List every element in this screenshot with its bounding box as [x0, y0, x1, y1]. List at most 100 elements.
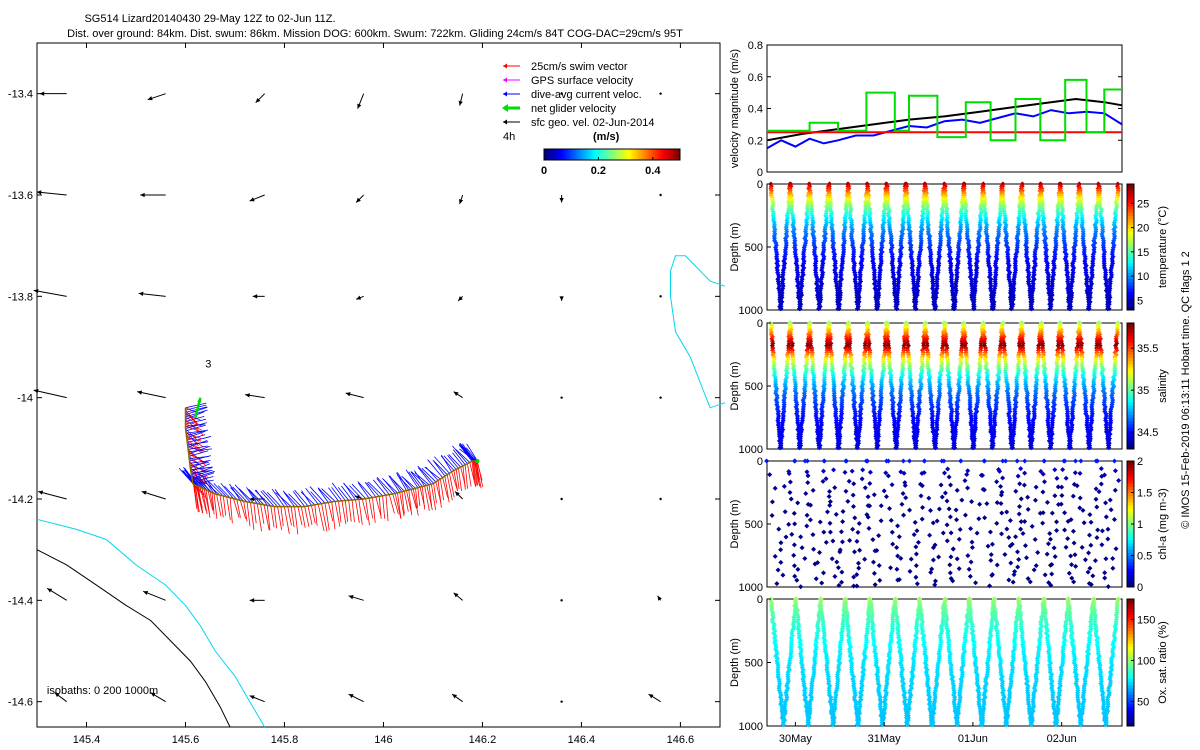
track-end-marker — [475, 459, 480, 463]
current-dot — [659, 193, 662, 197]
swim-vector — [417, 487, 421, 506]
temperature-colorbar-swatch — [1127, 269, 1134, 273]
current-vector — [189, 455, 212, 462]
current-arrow-head — [559, 296, 564, 301]
current-vector — [410, 471, 428, 486]
current-arrow-head — [54, 692, 60, 698]
swim-vector — [477, 460, 484, 488]
current-vector — [331, 482, 346, 501]
colorbar-swatch — [616, 149, 620, 160]
legend-sfc-geo-vel-label: sfc geo. vel. 02-Jun-2014 — [531, 117, 655, 129]
salinity-colorbar-swatch — [1127, 348, 1134, 352]
current-vector — [232, 486, 248, 503]
current-vector — [376, 476, 394, 495]
map-panel: 145.4 145.6 145.8 146 146.2 146.4 146.6 -13.4-… — [8, 42, 726, 746]
current-arrow-head — [453, 391, 459, 396]
temperature-colorbar-swatch — [1127, 206, 1134, 210]
salinity-colorbar-swatch — [1127, 351, 1134, 355]
current-vector — [343, 483, 360, 500]
swim-vector — [473, 460, 478, 486]
salinity-point — [778, 445, 784, 451]
current-vector — [466, 447, 478, 462]
colorbar-swatch — [664, 149, 667, 160]
temperature-colorbar-tick-label: 25 — [1137, 198, 1149, 210]
temperature-colorbar-swatch — [1127, 199, 1134, 204]
temperature-point — [1106, 306, 1112, 312]
colorbar-swatch — [614, 149, 618, 160]
temperature-colorbar-swatch — [1127, 202, 1134, 207]
current-vector — [186, 430, 206, 439]
current-vector — [178, 467, 194, 485]
current-arrow-head — [36, 190, 42, 195]
current-arrow — [458, 194, 464, 205]
current-dot — [560, 396, 563, 399]
current-vector — [275, 492, 292, 507]
colorbar-swatch — [609, 149, 613, 160]
legend-dive-avg-current: dive-avg current veloc. — [503, 89, 642, 101]
current-arrow — [453, 391, 463, 399]
current-vector — [317, 488, 329, 503]
map-y-tick-label: -14 — [17, 393, 33, 405]
map-x-tick-label: 145.6 — [172, 734, 200, 746]
temperature-point — [971, 306, 977, 312]
current-vector — [185, 422, 207, 429]
colorbar-swatch — [643, 149, 647, 160]
colorbar-swatch — [546, 149, 550, 160]
current-arrow-head — [453, 592, 459, 598]
map-colorbar: 4h (m/s) 0 0.2 0.4 — [503, 131, 681, 177]
swim-vector — [253, 503, 257, 524]
temperature-point — [1047, 306, 1053, 312]
salinity-colorbar-swatch — [1127, 323, 1134, 327]
colorbar-swatch — [605, 149, 608, 160]
current-arrow — [38, 490, 67, 500]
swim-vector — [472, 460, 477, 487]
temperature-colorbar-swatch — [1127, 284, 1134, 289]
current-vector — [186, 434, 206, 441]
colorbar-swatch — [575, 149, 579, 160]
current-vector — [418, 467, 432, 485]
current-vector — [328, 487, 339, 502]
current-vector — [434, 456, 450, 474]
current-vector — [440, 455, 455, 471]
temperature-colorbar-swatch — [1127, 306, 1134, 311]
current-arrow — [138, 291, 166, 297]
swim-vector — [201, 488, 208, 515]
swim-vector — [455, 469, 460, 490]
salinity-colorbar-swatch — [1127, 408, 1134, 412]
current-arrow — [255, 93, 266, 104]
current-vector — [448, 454, 462, 468]
colorbar-swatch — [571, 149, 574, 160]
current-arrow — [457, 295, 463, 302]
current-arrow — [140, 192, 166, 198]
map-isobaths — [36, 255, 726, 728]
current-vector — [405, 469, 419, 488]
swim-vector — [300, 506, 306, 528]
current-vector — [188, 445, 208, 450]
swim-vector — [334, 501, 341, 527]
current-arrow — [559, 296, 564, 301]
colorbar-swatch — [562, 149, 565, 160]
colorbar-swatch — [596, 149, 599, 160]
swim-vector — [475, 460, 480, 480]
swim-vector — [358, 499, 363, 525]
current-arrow-head — [452, 694, 458, 699]
temperature-colorbar-swatch — [1127, 234, 1134, 239]
current-vector — [443, 455, 457, 470]
current-arrow-head — [348, 595, 354, 600]
current-arrow-shaft — [33, 289, 67, 297]
swim-vector — [449, 473, 455, 498]
salinity-colorbar-swatch — [1127, 401, 1134, 406]
map-y-tick-label: -14.4 — [8, 595, 33, 607]
colorbar-tick-label: 0.2 — [591, 165, 606, 177]
swim-vector — [287, 506, 292, 526]
salinity-points — [767, 320, 1121, 451]
current-vector — [364, 481, 377, 498]
current-vector — [452, 452, 464, 467]
current-vector — [224, 485, 238, 500]
swim-vector — [430, 484, 437, 510]
colorbar-swatch — [557, 149, 561, 160]
current-vector — [366, 482, 380, 497]
colorbar-swatch — [591, 149, 595, 160]
